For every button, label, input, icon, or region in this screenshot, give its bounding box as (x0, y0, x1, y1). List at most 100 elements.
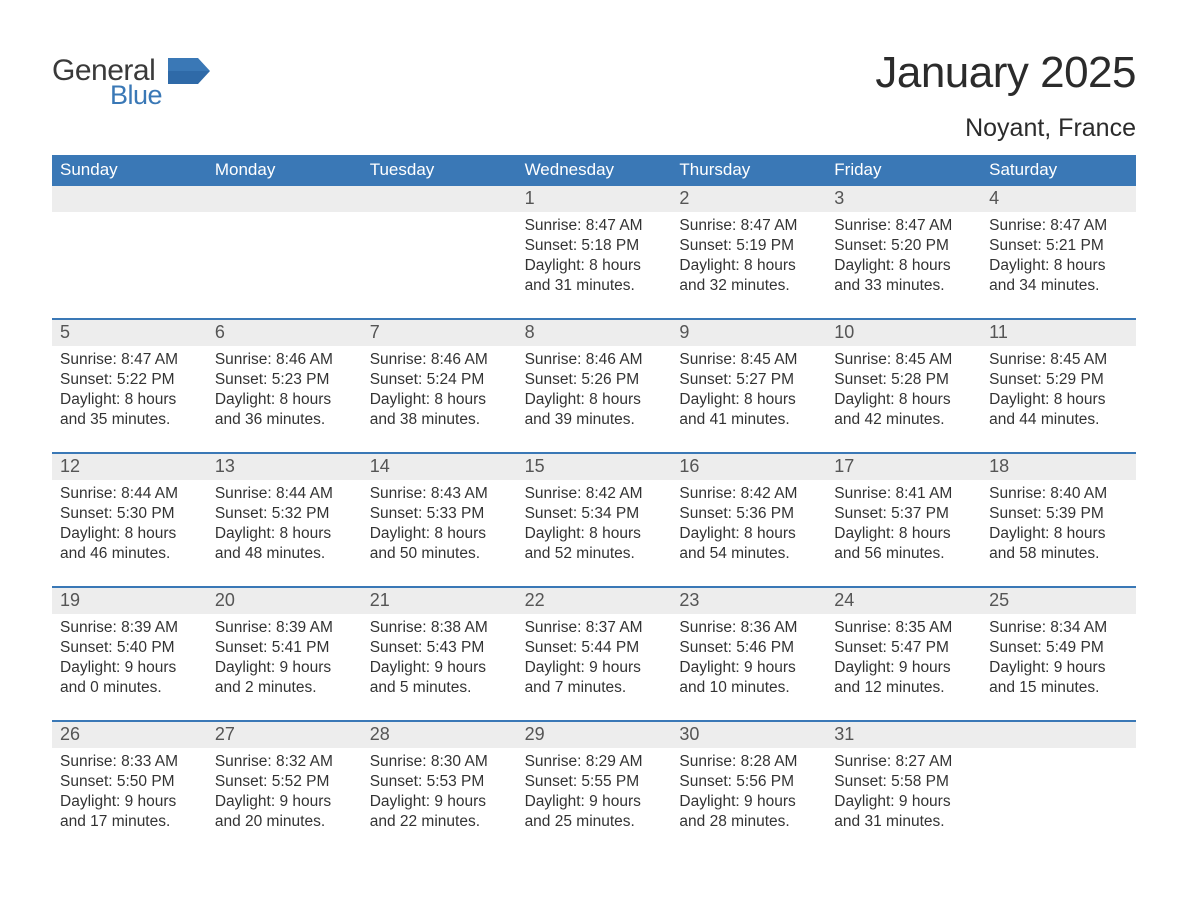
day-number: 15 (517, 454, 672, 480)
day-number (362, 186, 517, 212)
day-cell: Sunrise: 8:36 AMSunset: 5:46 PMDaylight:… (671, 614, 826, 720)
sunset-text: Sunset: 5:55 PM (525, 772, 664, 792)
sunrise-text: Sunrise: 8:39 AM (60, 618, 199, 638)
sunrise-text: Sunrise: 8:47 AM (60, 350, 199, 370)
sunrise-text: Sunrise: 8:45 AM (989, 350, 1128, 370)
day-number: 17 (826, 454, 981, 480)
week-row: 1234Sunrise: 8:47 AMSunset: 5:18 PMDayli… (52, 186, 1136, 318)
sunrise-text: Sunrise: 8:45 AM (679, 350, 818, 370)
sunset-text: Sunset: 5:27 PM (679, 370, 818, 390)
day-cell: Sunrise: 8:45 AMSunset: 5:27 PMDaylight:… (671, 346, 826, 452)
daylight-text: Daylight: 8 hours and 54 minutes. (679, 524, 818, 564)
location: Noyant, France (875, 114, 1136, 143)
sunrise-text: Sunrise: 8:36 AM (679, 618, 818, 638)
day-number: 18 (981, 454, 1136, 480)
sunrise-text: Sunrise: 8:38 AM (370, 618, 509, 638)
daylight-text: Daylight: 8 hours and 32 minutes. (679, 256, 818, 296)
day-cells-row: Sunrise: 8:47 AMSunset: 5:22 PMDaylight:… (52, 346, 1136, 452)
day-number: 25 (981, 588, 1136, 614)
week-row: 12131415161718Sunrise: 8:44 AMSunset: 5:… (52, 452, 1136, 586)
day-cell: Sunrise: 8:32 AMSunset: 5:52 PMDaylight:… (207, 748, 362, 854)
sunrise-text: Sunrise: 8:27 AM (834, 752, 973, 772)
daylight-text: Daylight: 9 hours and 17 minutes. (60, 792, 199, 832)
day-cell: Sunrise: 8:30 AMSunset: 5:53 PMDaylight:… (362, 748, 517, 854)
sunrise-text: Sunrise: 8:46 AM (525, 350, 664, 370)
sunset-text: Sunset: 5:39 PM (989, 504, 1128, 524)
daylight-text: Daylight: 9 hours and 28 minutes. (679, 792, 818, 832)
sunset-text: Sunset: 5:20 PM (834, 236, 973, 256)
day-cell (981, 748, 1136, 854)
daylight-text: Daylight: 8 hours and 44 minutes. (989, 390, 1128, 430)
weekday-header: Thursday (671, 155, 826, 186)
sunrise-text: Sunrise: 8:43 AM (370, 484, 509, 504)
sunset-text: Sunset: 5:29 PM (989, 370, 1128, 390)
day-number: 20 (207, 588, 362, 614)
sunrise-text: Sunrise: 8:42 AM (679, 484, 818, 504)
sunrise-text: Sunrise: 8:47 AM (834, 216, 973, 236)
day-number: 29 (517, 722, 672, 748)
sunset-text: Sunset: 5:52 PM (215, 772, 354, 792)
daylight-text: Daylight: 8 hours and 31 minutes. (525, 256, 664, 296)
weekday-header: Saturday (981, 155, 1136, 186)
week-row: 262728293031Sunrise: 8:33 AMSunset: 5:50… (52, 720, 1136, 854)
day-number: 14 (362, 454, 517, 480)
day-number: 10 (826, 320, 981, 346)
sunset-text: Sunset: 5:43 PM (370, 638, 509, 658)
daylight-text: Daylight: 9 hours and 10 minutes. (679, 658, 818, 698)
sunset-text: Sunset: 5:19 PM (679, 236, 818, 256)
day-number: 21 (362, 588, 517, 614)
day-cell: Sunrise: 8:29 AMSunset: 5:55 PMDaylight:… (517, 748, 672, 854)
daylight-text: Daylight: 9 hours and 2 minutes. (215, 658, 354, 698)
day-cell: Sunrise: 8:45 AMSunset: 5:29 PMDaylight:… (981, 346, 1136, 452)
sunset-text: Sunset: 5:44 PM (525, 638, 664, 658)
sunrise-text: Sunrise: 8:46 AM (370, 350, 509, 370)
sunset-text: Sunset: 5:30 PM (60, 504, 199, 524)
sunrise-text: Sunrise: 8:44 AM (215, 484, 354, 504)
sunset-text: Sunset: 5:49 PM (989, 638, 1128, 658)
day-number: 1 (517, 186, 672, 212)
day-number: 22 (517, 588, 672, 614)
day-number: 13 (207, 454, 362, 480)
daylight-text: Daylight: 8 hours and 46 minutes. (60, 524, 199, 564)
daylight-text: Daylight: 8 hours and 35 minutes. (60, 390, 199, 430)
sunset-text: Sunset: 5:23 PM (215, 370, 354, 390)
day-cell: Sunrise: 8:47 AMSunset: 5:19 PMDaylight:… (671, 212, 826, 318)
day-cell: Sunrise: 8:47 AMSunset: 5:20 PMDaylight:… (826, 212, 981, 318)
day-cells-row: Sunrise: 8:44 AMSunset: 5:30 PMDaylight:… (52, 480, 1136, 586)
weekday-header: Friday (826, 155, 981, 186)
day-number: 9 (671, 320, 826, 346)
sunset-text: Sunset: 5:24 PM (370, 370, 509, 390)
weeks-container: 1234Sunrise: 8:47 AMSunset: 5:18 PMDayli… (52, 186, 1136, 854)
daylight-text: Daylight: 9 hours and 22 minutes. (370, 792, 509, 832)
day-number-row: 262728293031 (52, 722, 1136, 748)
sunset-text: Sunset: 5:32 PM (215, 504, 354, 524)
day-cell: Sunrise: 8:44 AMSunset: 5:32 PMDaylight:… (207, 480, 362, 586)
day-number: 26 (52, 722, 207, 748)
daylight-text: Daylight: 8 hours and 52 minutes. (525, 524, 664, 564)
day-cell: Sunrise: 8:34 AMSunset: 5:49 PMDaylight:… (981, 614, 1136, 720)
sunset-text: Sunset: 5:36 PM (679, 504, 818, 524)
day-number: 11 (981, 320, 1136, 346)
day-cell: Sunrise: 8:42 AMSunset: 5:36 PMDaylight:… (671, 480, 826, 586)
day-number: 16 (671, 454, 826, 480)
sunrise-text: Sunrise: 8:34 AM (989, 618, 1128, 638)
daylight-text: Daylight: 9 hours and 7 minutes. (525, 658, 664, 698)
sunrise-text: Sunrise: 8:42 AM (525, 484, 664, 504)
sunrise-text: Sunrise: 8:44 AM (60, 484, 199, 504)
sunrise-text: Sunrise: 8:35 AM (834, 618, 973, 638)
sunrise-text: Sunrise: 8:28 AM (679, 752, 818, 772)
sunset-text: Sunset: 5:22 PM (60, 370, 199, 390)
day-number: 12 (52, 454, 207, 480)
day-number-row: 12131415161718 (52, 454, 1136, 480)
day-cell: Sunrise: 8:37 AMSunset: 5:44 PMDaylight:… (517, 614, 672, 720)
month-title: January 2025 (875, 48, 1136, 98)
day-number: 8 (517, 320, 672, 346)
calendar: SundayMondayTuesdayWednesdayThursdayFrid… (52, 155, 1136, 854)
sunrise-text: Sunrise: 8:41 AM (834, 484, 973, 504)
sunrise-text: Sunrise: 8:29 AM (525, 752, 664, 772)
day-cell: Sunrise: 8:39 AMSunset: 5:41 PMDaylight:… (207, 614, 362, 720)
daylight-text: Daylight: 9 hours and 31 minutes. (834, 792, 973, 832)
day-number: 19 (52, 588, 207, 614)
day-cells-row: Sunrise: 8:39 AMSunset: 5:40 PMDaylight:… (52, 614, 1136, 720)
weekday-header: Monday (207, 155, 362, 186)
